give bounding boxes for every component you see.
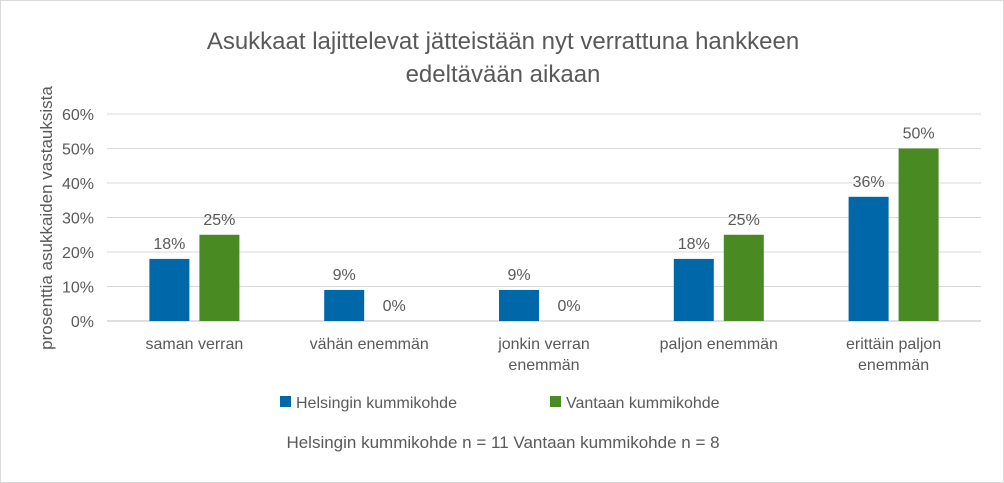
data-label: 9% (507, 267, 530, 284)
data-label: 50% (903, 126, 935, 143)
data-label: 0% (383, 298, 406, 315)
y-tick-label: 20% (62, 245, 94, 262)
x-tick-label: vähän enemmän (310, 336, 429, 353)
bar-helsinki (324, 289, 365, 321)
legend-swatch (280, 396, 291, 407)
y-tick-label: 30% (62, 211, 94, 228)
bar-helsinki (149, 258, 190, 321)
x-tick-label: jonkin verran (497, 336, 590, 353)
bar-vantaa (723, 234, 764, 321)
bar-vantaa (199, 234, 240, 321)
y-axis-label: prosenttia asukkaiden vastauksista (37, 86, 56, 350)
x-tick-label: erittäin paljon (846, 336, 941, 353)
data-label: 9% (333, 267, 356, 284)
legend-label: Vantaan kummikohde (566, 395, 720, 412)
data-label: 25% (203, 212, 235, 229)
data-label: 36% (853, 174, 885, 191)
data-label: 0% (557, 298, 580, 315)
y-tick-label: 0% (71, 314, 94, 331)
chart-title-line-2: edeltävään aikaan (406, 61, 601, 88)
x-tick-label: paljon enemmän (660, 336, 778, 353)
data-label: 25% (728, 212, 760, 229)
data-label: 18% (153, 236, 185, 253)
sample-size-note: Helsingin kummikohde n = 11 Vantaan kumm… (286, 433, 719, 452)
y-tick-label: 40% (62, 176, 94, 193)
data-label: 18% (678, 236, 710, 253)
x-tick-label: enemmän (858, 357, 929, 374)
bar-helsinki (499, 289, 539, 321)
y-tick-label: 60% (62, 107, 94, 124)
bar-vantaa (898, 148, 939, 321)
legend-swatch (550, 396, 561, 407)
bar-helsinki (848, 196, 889, 321)
x-tick-label: enemmän (508, 357, 579, 374)
x-tick-label: saman verran (145, 336, 243, 353)
bar-helsinki (673, 258, 714, 321)
chart-title-line-1: Asukkaat lajittelevat jätteistään nyt ve… (207, 28, 799, 55)
y-tick-label: 50% (62, 142, 94, 159)
y-tick-label: 10% (62, 280, 94, 297)
legend-label: Helsingin kummikohde (296, 395, 457, 412)
